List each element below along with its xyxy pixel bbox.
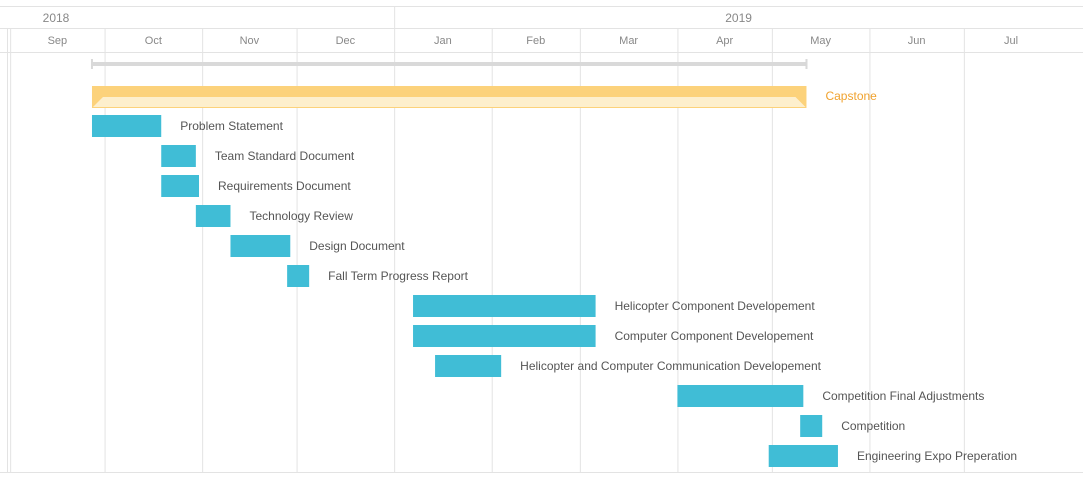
task-label: Competition Final Adjustments	[822, 389, 984, 403]
task-row[interactable]: Helicopter and Computer Communication De…	[435, 355, 822, 377]
task-row[interactable]: Design Document	[230, 235, 405, 257]
task-label: Problem Statement	[180, 119, 283, 133]
task-label: Computer Component Developement	[615, 329, 814, 343]
month-label: Dec	[336, 35, 356, 47]
task-row[interactable]: Computer Component Developement	[413, 325, 814, 347]
summary-progress	[92, 97, 806, 107]
task-bar[interactable]	[435, 355, 502, 377]
task-bar[interactable]	[230, 235, 291, 257]
task-bar[interactable]	[195, 205, 231, 227]
month-label: Jan	[434, 35, 452, 47]
month-label: Feb	[526, 35, 545, 47]
bars-layer: Capstone Problem Statement Team Standard D…	[90, 59, 1017, 467]
task-row[interactable]: Helicopter Component Developement	[413, 295, 815, 317]
year-label: 2019	[725, 11, 752, 25]
task-row[interactable]: Team Standard Document	[161, 145, 355, 167]
month-label: Apr	[716, 35, 733, 47]
task-label: Helicopter Component Developement	[615, 299, 816, 313]
project-span-bar	[91, 62, 807, 66]
task-row[interactable]: Engineering Expo Preperation	[768, 445, 1017, 467]
project-span-cap	[90, 59, 93, 69]
task-bar[interactable]	[800, 415, 823, 437]
task-label: Competition	[841, 419, 905, 433]
task-label: Technology Review	[249, 209, 353, 223]
task-bar[interactable]	[768, 445, 838, 467]
task-row[interactable]: Requirements Document	[161, 175, 351, 197]
task-bar[interactable]	[91, 115, 162, 137]
task-bar[interactable]	[413, 295, 596, 317]
task-bar[interactable]	[161, 145, 196, 167]
task-row[interactable]: Technology Review	[195, 205, 353, 227]
task-row[interactable]: Fall Term Progress Report	[287, 265, 469, 287]
month-label: Nov	[240, 35, 260, 47]
month-label: Jul	[1004, 35, 1018, 47]
task-label: Fall Term Progress Report	[328, 269, 468, 283]
task-label: Requirements Document	[218, 179, 351, 193]
task-label: Engineering Expo Preperation	[857, 449, 1017, 463]
task-row[interactable]: Competition Final Adjustments	[677, 385, 984, 407]
month-label: Jun	[908, 35, 926, 47]
summary-label: Capstone	[825, 89, 877, 103]
task-label: Design Document	[309, 239, 405, 253]
month-label: Mar	[619, 35, 638, 47]
task-label: Helicopter and Computer Communication De…	[520, 359, 821, 373]
timeline-header: Sep Oct Nov Dec Jan Feb Mar Apr May Jun Jul 2018 201…	[43, 11, 1018, 47]
summary-bar-group[interactable]: Capstone	[91, 86, 877, 108]
task-bar[interactable]	[161, 175, 199, 197]
month-label: Oct	[145, 35, 162, 47]
task-bar[interactable]	[677, 385, 804, 407]
project-span-cap	[805, 59, 808, 69]
task-bar[interactable]	[413, 325, 596, 347]
task-label: Team Standard Document	[215, 149, 355, 163]
task-bar[interactable]	[287, 265, 310, 287]
month-label: May	[810, 35, 831, 47]
task-row[interactable]: Competition	[800, 415, 905, 437]
month-label: Sep	[48, 35, 68, 47]
task-row[interactable]: Problem Statement	[91, 115, 284, 137]
year-label: 2018	[43, 11, 70, 25]
